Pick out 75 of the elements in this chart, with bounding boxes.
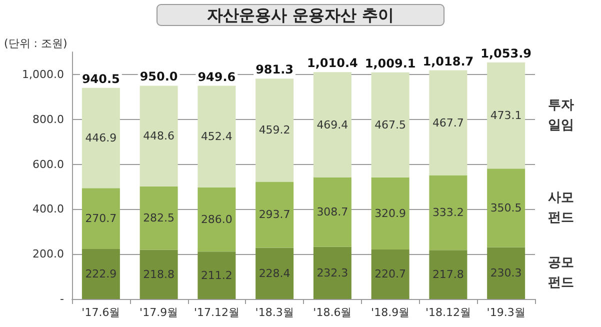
y-tick-label: 600.0 [32,158,64,171]
bar [198,86,236,188]
x-tick-label: '17.6월 [82,306,120,319]
data-label: 350.5 [490,201,522,214]
data-label: 446.9 [85,131,117,144]
bar [198,187,236,252]
total-label: 981.3 [256,62,294,77]
data-label: 286.0 [200,212,232,226]
y-axis-title: (단위 : 조원) [4,37,68,50]
data-label: 293.7 [258,208,290,222]
total-label: 1,010.4 [307,56,358,70]
data-label: 218.8 [143,268,175,281]
total-label: 1,053.9 [480,46,532,60]
bar [256,248,294,299]
bar [140,86,178,186]
series-label: 공모펀드 [548,256,574,291]
data-label: 473.1 [490,108,522,122]
bar [198,252,236,299]
bar [313,72,352,178]
bar [429,250,468,299]
bar [487,168,526,248]
data-label: 228.4 [258,266,290,280]
bar [371,72,410,178]
data-label: 230.3 [490,266,522,280]
total-label: 950.0 [140,70,178,84]
data-label: 467.5 [374,118,406,132]
total-label: 1,009.1 [364,56,416,70]
data-label: 467.7 [432,116,464,130]
y-tick-label: 200.0 [32,248,64,261]
total-label: 1,018.7 [422,54,474,68]
y-tick-label: 1,000.0 [22,68,64,81]
data-label: 222.9 [85,267,117,280]
y-tick-label: 800.0 [32,112,64,126]
data-label: 320.9 [374,206,406,220]
x-tick-label: '19.3월 [486,306,526,319]
bar [371,249,410,299]
bar [429,70,468,176]
data-label: 282.5 [143,212,175,225]
x-tick-label: '18.12월 [425,306,471,319]
data-label: 452.4 [200,130,232,144]
data-label: 217.8 [432,268,464,282]
bar [82,248,120,299]
chart-title: 자산운용사 운용자산 추이 [206,6,394,24]
data-label: 308.7 [316,206,348,219]
data-label: 469.4 [316,118,348,132]
y-tick-label: 400.0 [32,202,64,216]
bar [140,250,178,299]
bar [140,186,178,250]
x-tick-label: '18.6월 [313,306,352,319]
bar [256,78,294,182]
series-label: 사모펀드 [548,190,574,226]
data-label: 459.2 [258,124,290,137]
series-label: 투자일임 [548,98,574,133]
total-label: 940.5 [82,72,120,86]
bar [82,188,120,249]
y-tick-label: - [60,292,64,306]
bar [487,62,526,169]
bar [82,88,120,188]
bar [371,177,410,250]
x-tick-label: '18.9월 [371,306,410,319]
data-label: 270.7 [85,212,117,226]
data-label: 333.2 [432,206,464,220]
data-label: 232.3 [316,266,348,280]
x-tick-label: '18.3월 [255,306,294,319]
bar [256,182,294,248]
x-tick-label: '17.12월 [194,306,240,319]
total-label: 949.6 [198,70,236,84]
data-label: 211.2 [200,268,232,282]
bar [487,247,526,299]
bar [429,175,468,250]
data-label: 220.7 [374,268,406,281]
bar [313,246,352,299]
bar [313,178,352,247]
data-label: 448.6 [143,130,175,143]
x-tick-label: '17.9월 [140,306,178,319]
